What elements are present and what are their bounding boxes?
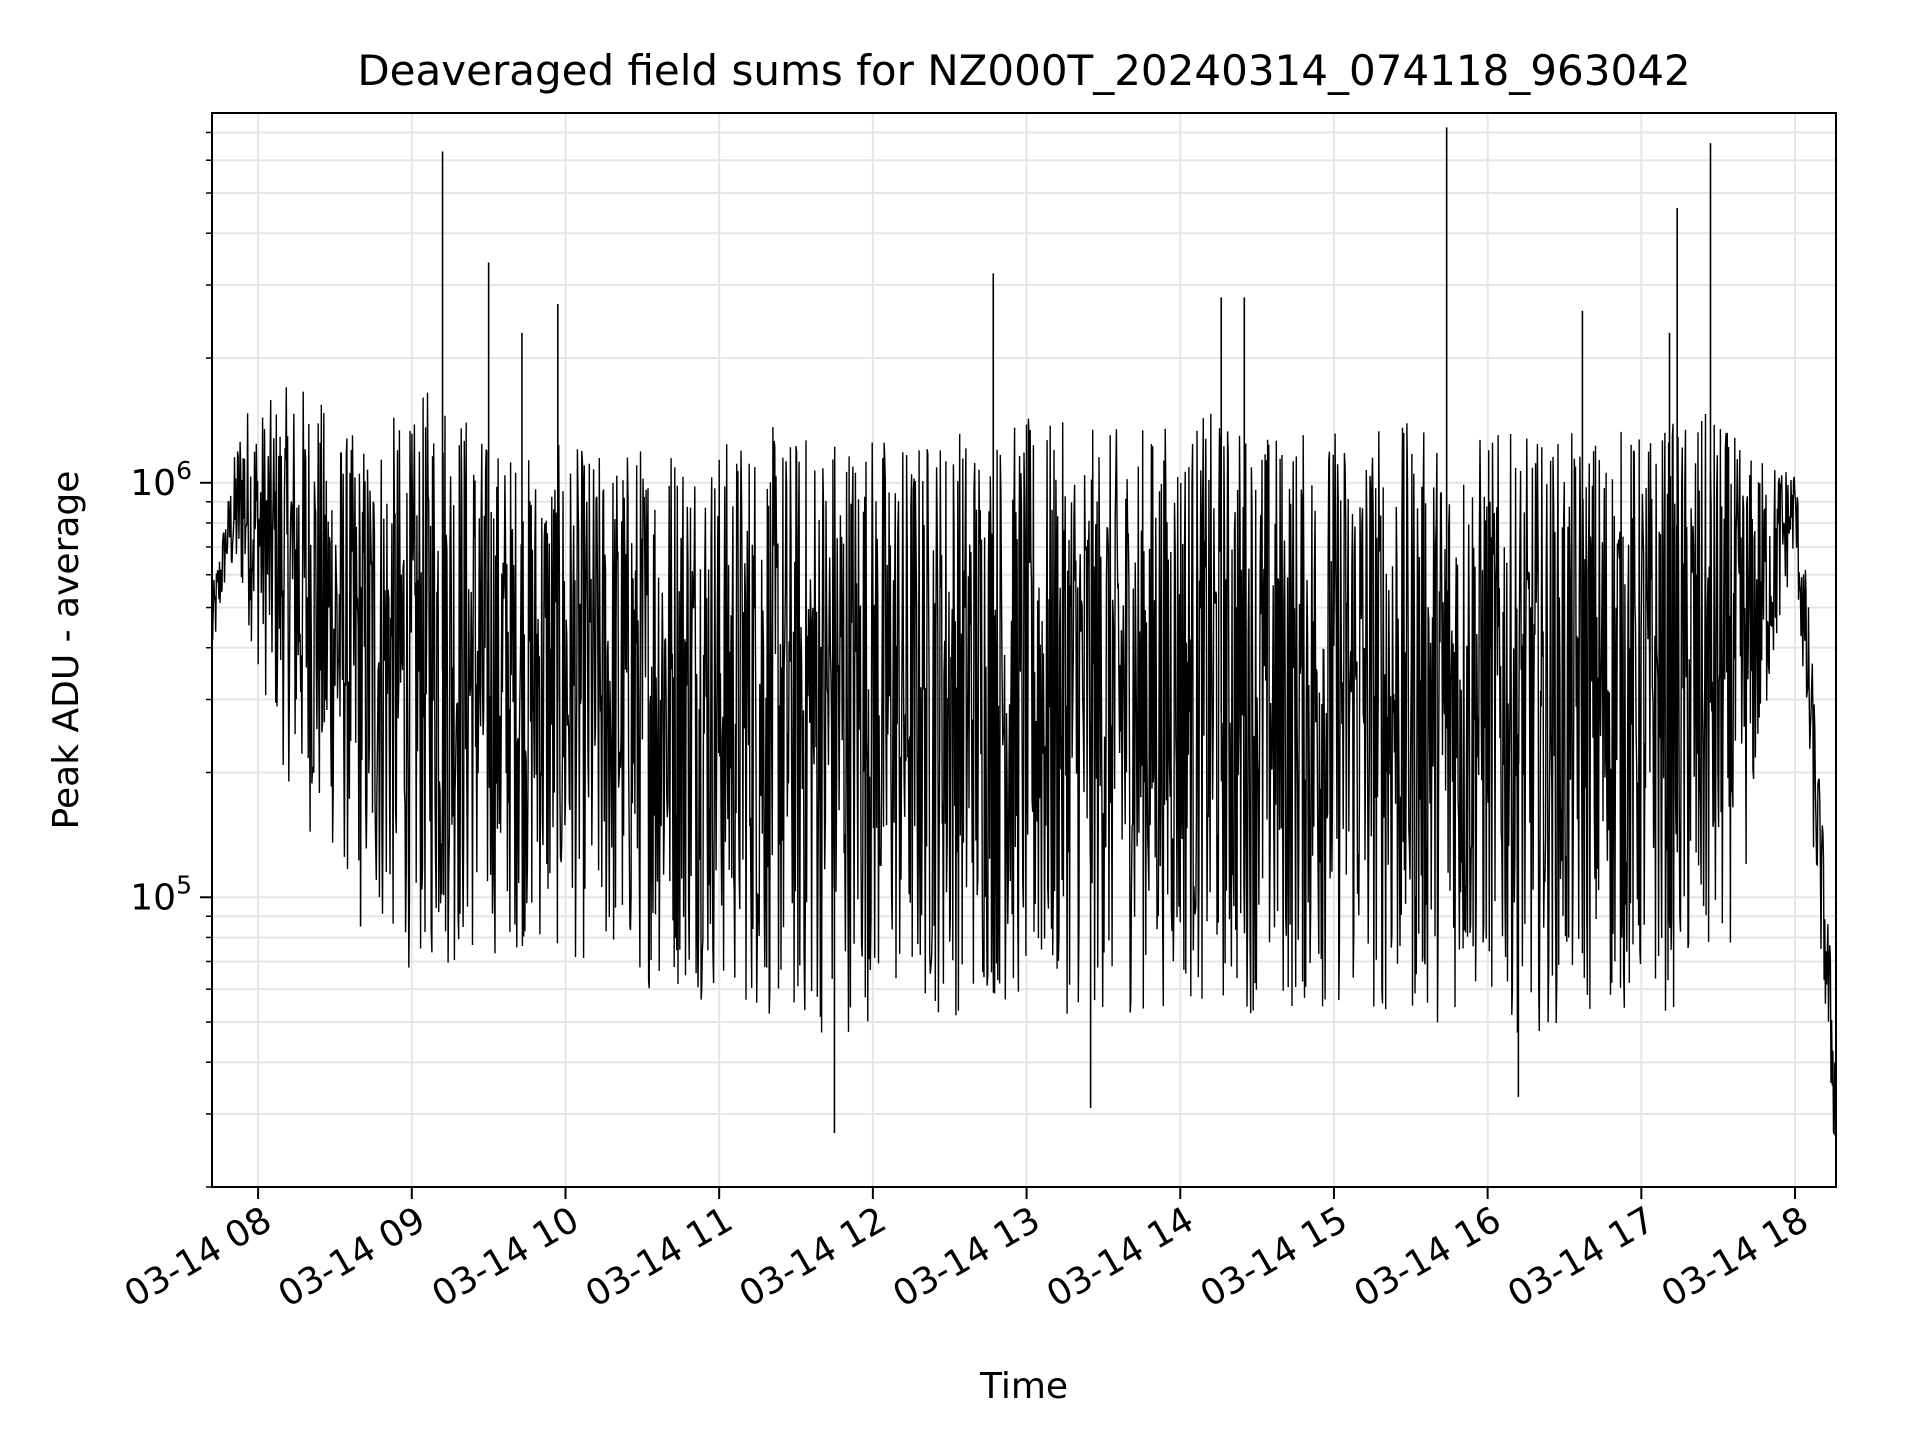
y-tick-label: 106 xyxy=(130,456,192,504)
series-path xyxy=(211,387,1837,1137)
y-tick-label: 105 xyxy=(130,870,192,918)
y-axis-label: Peak ADU - average xyxy=(46,471,87,830)
x-axis-label: Time xyxy=(979,1366,1068,1407)
plot-frame xyxy=(211,112,1837,1188)
series-line xyxy=(211,127,1837,1137)
chart-title: Deaveraged field sums for NZ000T_2024031… xyxy=(357,46,1690,95)
y-axis: 105 106 xyxy=(130,131,212,1188)
